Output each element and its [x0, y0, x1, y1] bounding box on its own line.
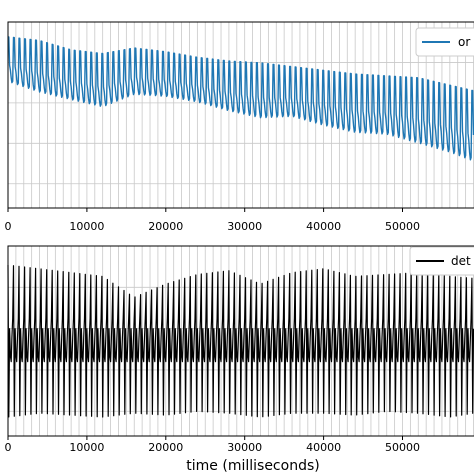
x-tick-label: 0 — [5, 441, 12, 454]
top-panel: 0 10000 20000 30000 40000 50000 or — [5, 21, 474, 233]
x-tick-label: 30000 — [227, 220, 262, 233]
bottom-xticks: 0 10000 20000 30000 40000 50000 — [5, 436, 420, 454]
x-tick-label: 40000 — [306, 220, 341, 233]
bottom-legend: det — [409, 246, 474, 276]
x-tick-label: 20000 — [148, 441, 183, 454]
x-tick-label: 0 — [5, 220, 12, 233]
bottom-xlabel: time (milliseconds) — [186, 458, 319, 474]
top-frame — [7, 21, 474, 209]
x-tick-label: 40000 — [306, 441, 341, 454]
top-series-or — [7, 36, 474, 161]
top-xticks: 0 10000 20000 30000 40000 50000 — [5, 208, 420, 233]
series-line-det — [7, 264, 474, 418]
bottom-legend-label: det — [451, 254, 471, 268]
bottom-frame — [7, 245, 474, 437]
series-line-or — [7, 36, 474, 161]
x-tick-label: 20000 — [148, 220, 183, 233]
top-grid — [7, 22, 474, 208]
x-tick-label: 30000 — [227, 441, 262, 454]
x-tick-label: 10000 — [69, 441, 104, 454]
x-tick-label: 10000 — [69, 220, 104, 233]
bottom-panel: 0 10000 20000 30000 40000 50000 det time (mil… — [5, 245, 474, 474]
x-tick-label: 50000 — [385, 441, 420, 454]
top-legend-label: or — [458, 35, 470, 49]
top-legend: or — [415, 27, 474, 57]
x-tick-label: 50000 — [385, 220, 420, 233]
bottom-series-det — [7, 264, 474, 418]
